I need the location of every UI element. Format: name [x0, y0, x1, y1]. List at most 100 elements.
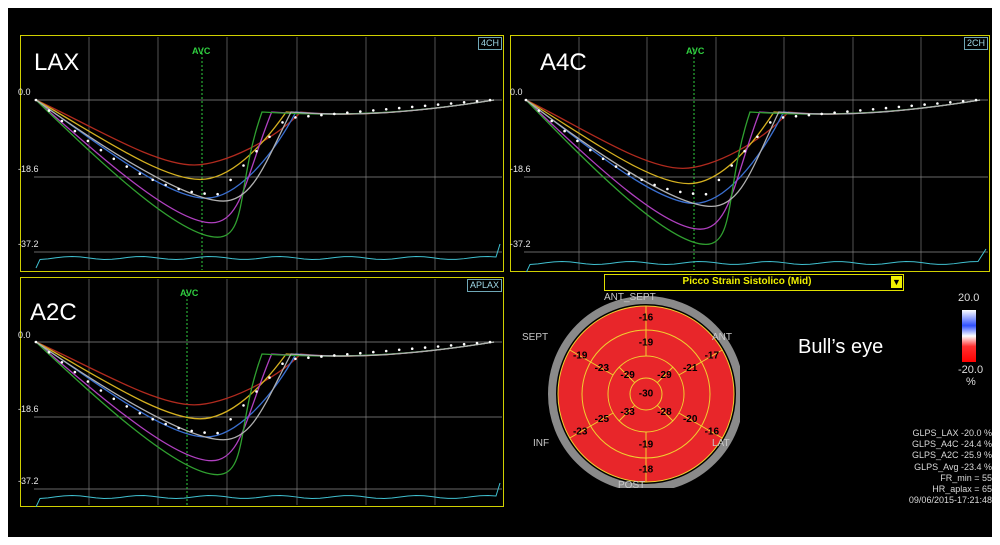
- a2c-average-dot: [436, 345, 440, 348]
- glps-avg: GLPS_Avg -23.4 %: [914, 461, 992, 472]
- lax-average-dot: [346, 111, 349, 114]
- a2c-average-dot: [294, 357, 297, 361]
- segment-middle-value: -19: [639, 338, 654, 349]
- lax-average-dot: [242, 164, 245, 167]
- a4c-segment-curve: [525, 99, 981, 208]
- lax-average-dot: [372, 109, 375, 112]
- lax-ylabel-top: 0.0: [18, 87, 31, 97]
- lax-strain-panel: LAX 4CH AVC 0.0 -18.6 -37.2: [18, 35, 504, 272]
- a4c-average-dot: [589, 148, 592, 152]
- bullseye-divider: [656, 366, 674, 384]
- segment-middle-value: -21: [683, 363, 698, 374]
- color-scale-unit: %: [966, 376, 976, 388]
- a2c-average-dot: [346, 353, 349, 356]
- a2c-average-dot: [60, 361, 64, 364]
- a2c-average-dot: [73, 370, 77, 374]
- lax-average-dot: [229, 178, 232, 182]
- bullseye-caption: Bull’s eye: [798, 336, 884, 358]
- inf-label: INF: [533, 438, 550, 449]
- lax-average-dot: [359, 110, 362, 113]
- lax-ecg-trace: [35, 243, 501, 269]
- segment-outer-value: -18: [639, 465, 654, 476]
- ant-sept-label: ANT_SEPT: [604, 292, 656, 303]
- lax-average-dot: [73, 129, 77, 133]
- a2c-average-dot: [112, 397, 116, 401]
- bullseye-divider: [618, 404, 636, 422]
- a2c-average-dot: [268, 376, 271, 379]
- ant-label: ANT: [712, 332, 732, 343]
- lax-segment-curve: [35, 99, 495, 202]
- segment-outer-value: -16: [639, 313, 654, 324]
- lax-view-tag[interactable]: 4CH: [477, 37, 502, 50]
- a4c-view-tag[interactable]: 2CH: [963, 37, 988, 50]
- a4c-strain-plot: [510, 35, 990, 272]
- a4c-average-dot: [743, 149, 746, 153]
- a4c-average-dot: [666, 187, 669, 191]
- a4c-ecg-trace: [525, 248, 987, 272]
- lax-ylabel-bottom: -37.2: [18, 239, 39, 249]
- timestamp: 09/06/2015-17:21:48: [908, 495, 992, 506]
- a4c-strain-panel: A4C 2CH AVC 0.0 -18.6 -37.2: [510, 35, 990, 272]
- lax-avc-label: AVC: [192, 46, 211, 56]
- a4c-average-dot: [563, 129, 566, 133]
- bullseye-divider: [656, 404, 674, 422]
- parameter-dropdown-label: Picco Strain Sistolico (Mid): [682, 276, 812, 287]
- a2c-average-dot: [449, 344, 453, 347]
- bullseye-plot: -16-17-16-18-23-19-19-21-20-19-25-23-29-…: [548, 296, 740, 488]
- a2c-view-tag[interactable]: APLAX: [466, 279, 502, 292]
- color-scale-min: -20.0: [958, 364, 984, 376]
- a4c-frame: [510, 35, 990, 272]
- lax-average-dot: [190, 190, 193, 194]
- parameter-dropdown[interactable]: Picco Strain Sistolico (Mid) ▼: [604, 274, 904, 291]
- a2c-strain-panel: A2C APLAX AVC 0.0 -18.6 -37.2: [18, 277, 504, 507]
- a2c-average-dot: [203, 431, 206, 434]
- lax-average-dot: [281, 121, 284, 124]
- lax-average-dot: [151, 178, 154, 182]
- lax-segment-curve: [35, 99, 495, 199]
- dropdown-arrow-icon[interactable]: ▼: [891, 276, 902, 288]
- a2c-ylabel-bottom: -37.2: [18, 476, 39, 486]
- a2c-segment-curve: [35, 341, 495, 420]
- lax-average-dot: [47, 109, 51, 112]
- bullseye-outer-ring: [548, 296, 740, 488]
- segment-apex-value: -30: [639, 389, 654, 400]
- lax-average-dot: [86, 139, 90, 143]
- a4c-average-dot: [730, 164, 733, 167]
- a2c-view-title: A2C: [30, 299, 77, 326]
- lax-average-dot: [138, 172, 142, 175]
- a4c-average-dot: [846, 110, 849, 113]
- a2c-average-dot: [177, 426, 180, 430]
- lax-average-dot: [203, 192, 206, 195]
- a4c-average-dot: [640, 178, 643, 182]
- a2c-average-dot: [488, 340, 492, 344]
- segment-middle-value: -19: [639, 440, 654, 451]
- a2c-segment-curve: [35, 341, 495, 476]
- a4c-average-dot: [717, 178, 721, 182]
- segment-inner-value: -29: [657, 370, 672, 381]
- a2c-average-dot: [333, 354, 336, 357]
- segment-outer-value: -16: [705, 427, 720, 438]
- a4c-average-dot: [897, 105, 901, 109]
- a2c-ylabel-mid: -18.6: [18, 404, 39, 414]
- a4c-average-dot: [691, 192, 695, 195]
- segment-inner-value: -28: [657, 407, 672, 418]
- a2c-segment-curve: [35, 341, 495, 438]
- a2c-average-dot: [307, 356, 310, 359]
- segment-middle-value: -20: [683, 414, 698, 425]
- a4c-view-title: A4C: [540, 49, 587, 76]
- glps-lax: GLPS_LAX -20.0 %: [912, 428, 992, 438]
- a2c-average-dot: [423, 346, 427, 349]
- a4c-average-dot: [601, 157, 605, 161]
- bullseye-divider: [678, 349, 723, 376]
- a2c-average-dot: [384, 349, 388, 353]
- a4c-ylabel-top: 0.0: [510, 87, 523, 97]
- a2c-average-dot: [151, 417, 154, 421]
- lax-average-dot: [462, 101, 466, 104]
- a4c-average-dot: [679, 190, 682, 194]
- a4c-average-dot: [769, 121, 772, 124]
- bullseye-ring: [629, 377, 663, 411]
- segment-inner-value: -29: [620, 370, 635, 381]
- a2c-average-dot: [397, 348, 401, 352]
- a4c-average-dot: [820, 112, 823, 116]
- bullseye-segments: -16-17-16-18-23-19-19-21-20-19-25-23-29-…: [557, 305, 735, 483]
